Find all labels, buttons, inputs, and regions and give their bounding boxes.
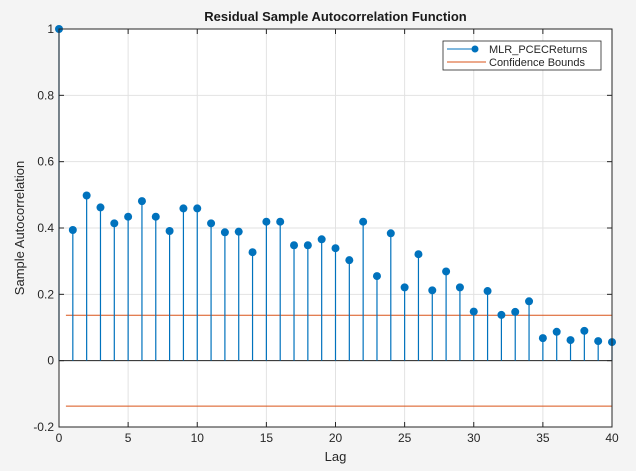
data-point: [137, 197, 146, 206]
data-point: [110, 219, 119, 228]
data-point: [469, 307, 478, 316]
y-tick-label: 0.4: [37, 221, 54, 235]
data-point: [234, 227, 243, 236]
data-point: [96, 203, 105, 212]
data-point: [400, 283, 409, 292]
data-point: [165, 226, 174, 235]
x-tick-label: 30: [467, 431, 481, 445]
legend-series-marker-icon: [471, 45, 479, 53]
data-point: [511, 307, 520, 316]
y-axis-label: Sample Autocorrelation: [12, 161, 27, 295]
x-tick-label: 5: [125, 431, 132, 445]
axis-ticks: 0 5 10 15 20 25 30 35 40-0.200.20.40.60.81: [33, 22, 619, 445]
data-point: [68, 225, 77, 234]
data-point: [580, 326, 589, 335]
data-point: [124, 212, 133, 221]
x-tick-label: 25: [398, 431, 412, 445]
y-tick-label: -0.2: [33, 420, 54, 434]
data-point: [290, 241, 299, 250]
x-tick-label: 0: [56, 431, 63, 445]
legend-item-series: MLR_PCECReturns: [489, 44, 588, 56]
data-point: [594, 337, 603, 346]
x-tick-label: 35: [536, 431, 550, 445]
confidence-bounds: [65, 314, 612, 407]
data-point: [303, 241, 312, 250]
data-point: [345, 256, 354, 265]
data-point: [442, 267, 451, 276]
legend[interactable]: MLR_PCECReturns Confidence Bounds: [442, 40, 602, 71]
y-tick-label: 0.8: [37, 88, 54, 102]
data-point: [248, 248, 257, 257]
y-tick-label: 0.6: [37, 155, 54, 169]
data-point: [82, 191, 91, 200]
data-point: [151, 212, 160, 221]
data-point: [525, 297, 534, 306]
chart-title: Residual Sample Autocorrelation Function: [204, 9, 466, 24]
data-point: [414, 250, 423, 259]
data-point: [566, 336, 575, 345]
x-axis-label: Lag: [325, 449, 347, 464]
data-point: [359, 217, 368, 226]
data-point: [262, 217, 271, 226]
data-point: [207, 219, 216, 228]
data-point: [386, 229, 395, 238]
data-point: [372, 272, 381, 281]
data-point: [483, 287, 492, 296]
data-point: [331, 244, 340, 253]
data-point: [193, 204, 202, 213]
data-point: [497, 310, 506, 319]
legend-item-bounds: Confidence Bounds: [489, 57, 586, 69]
data-point: [276, 217, 285, 226]
data-point: [179, 204, 188, 213]
data-point: [317, 235, 326, 244]
data-point: [538, 334, 547, 343]
x-tick-label: 20: [329, 431, 343, 445]
data-point: [428, 286, 437, 295]
data-point: [552, 327, 561, 336]
data-point: [455, 283, 464, 292]
y-tick-label: 0.2: [37, 287, 54, 301]
y-tick-label: 1: [47, 22, 54, 36]
data-point: [220, 228, 229, 237]
x-tick-label: 15: [260, 431, 274, 445]
legend-box: [442, 40, 602, 71]
x-tick-label: 10: [191, 431, 205, 445]
x-tick-label: 40: [605, 431, 619, 445]
y-tick-label: 0: [47, 354, 54, 368]
